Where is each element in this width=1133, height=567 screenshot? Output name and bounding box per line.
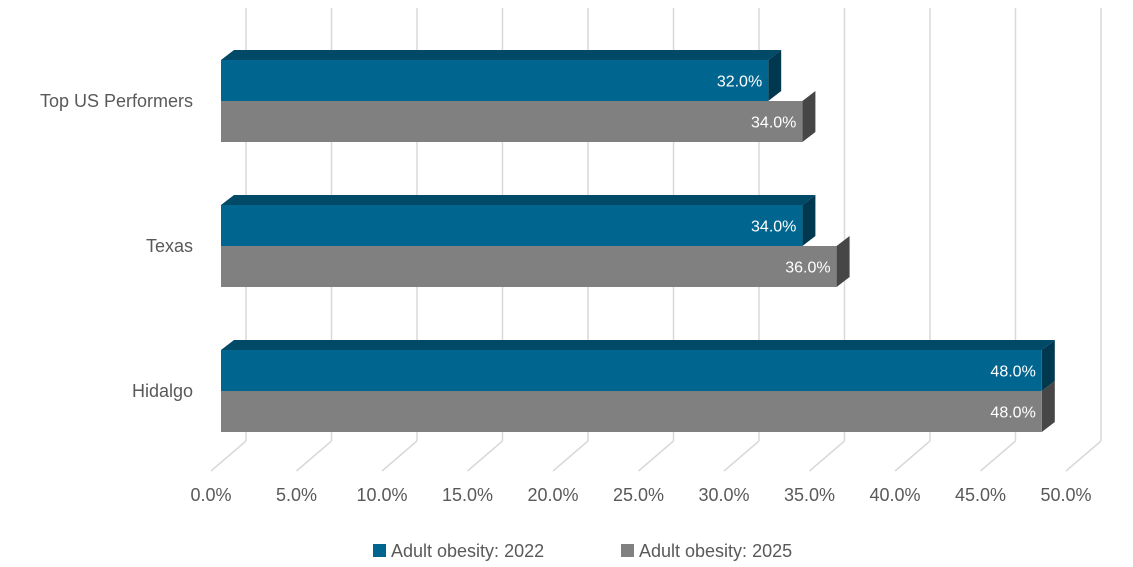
- x-tick-label: 50.0%: [1040, 485, 1091, 505]
- legend: Adult obesity: 2022 Adult obesity: 2025: [373, 541, 792, 561]
- bar-side-face: [802, 91, 816, 142]
- bar-side-face: [836, 236, 850, 287]
- data-label: 34.0%: [751, 115, 796, 132]
- gridline-floor: [894, 440, 931, 472]
- gridline-floor: [723, 440, 760, 472]
- x-tick-label: 10.0%: [356, 485, 407, 505]
- gridline-floor: [1065, 440, 1102, 472]
- legend-swatch: [621, 544, 634, 557]
- x-tick-label: 40.0%: [869, 485, 920, 505]
- gridline-floor: [980, 440, 1016, 472]
- bar-2022-2: [221, 340, 1055, 391]
- gridline-floor: [296, 440, 332, 472]
- bar-front-face: [221, 101, 803, 142]
- data-label: 48.0%: [990, 364, 1035, 381]
- legend-label: Adult obesity: 2022: [391, 541, 544, 561]
- data-label: 48.0%: [990, 405, 1035, 422]
- data-labels: 32.0% 34.0% 34.0% 36.0% 48.0% 48.0%: [717, 74, 1036, 422]
- legend-item: Adult obesity: 2025: [621, 541, 792, 561]
- gridline-floor: [467, 440, 503, 472]
- x-tick-label: 35.0%: [784, 485, 835, 505]
- bar-front-face: [221, 391, 1042, 432]
- category-label: Top US Performers: [40, 91, 193, 111]
- legend-item: Adult obesity: 2022: [373, 541, 544, 561]
- bar-front-face: [221, 60, 769, 101]
- x-tick-label: 20.0%: [527, 485, 578, 505]
- x-tick-label: 25.0%: [613, 485, 664, 505]
- x-tick-label: 30.0%: [698, 485, 749, 505]
- bar-front-face: [221, 246, 837, 287]
- bar-front-face: [221, 350, 1042, 391]
- legend-label: Adult obesity: 2025: [639, 541, 792, 561]
- x-axis-tick-labels: 0.0% 5.0% 10.0% 15.0% 20.0% 25.0% 30.0% 35.0% 40…: [190, 485, 1091, 505]
- bar-2022-1: [221, 195, 816, 246]
- bar-side-face: [1041, 340, 1055, 391]
- bar-2025-2: [221, 381, 1055, 432]
- bar-front-face: [221, 205, 803, 246]
- bar-2025-0: [221, 91, 816, 142]
- legend-swatch: [373, 544, 386, 557]
- bar-top-face: [221, 50, 782, 60]
- gridline-floor: [381, 440, 418, 472]
- category-label: Hidalgo: [132, 381, 193, 401]
- bar-side-face: [802, 195, 816, 246]
- bar-side-face: [768, 50, 782, 101]
- gridline-floor: [210, 440, 247, 472]
- x-tick-label: 5.0%: [276, 485, 317, 505]
- bar-top-face: [221, 195, 816, 205]
- bar-top-face: [221, 340, 1055, 350]
- x-tick-label: 45.0%: [955, 485, 1006, 505]
- gridline-floor: [552, 440, 589, 472]
- gridline-floor: [809, 440, 845, 472]
- category-labels: Top US Performers Texas Hidalgo: [40, 91, 193, 401]
- bars: [221, 50, 1055, 432]
- bar-2022-0: [221, 50, 782, 101]
- data-label: 32.0%: [717, 74, 762, 91]
- x-tick-label: 15.0%: [442, 485, 493, 505]
- category-label: Texas: [146, 236, 193, 256]
- data-label: 34.0%: [751, 219, 796, 236]
- x-tick-label: 0.0%: [190, 485, 231, 505]
- data-label: 36.0%: [785, 260, 830, 277]
- bar-2025-1: [221, 236, 850, 287]
- gridline-floor: [638, 440, 674, 472]
- bar-side-face: [1041, 381, 1055, 432]
